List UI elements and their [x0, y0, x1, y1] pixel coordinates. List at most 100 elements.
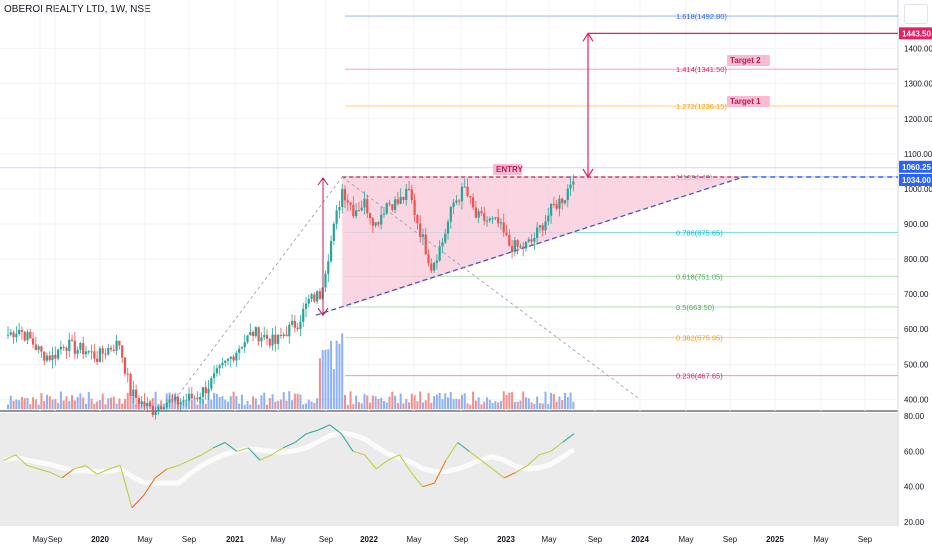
volume-bar — [263, 392, 266, 409]
volume-bar — [494, 401, 497, 409]
rsi-line-segment — [422, 482, 435, 488]
settings-button[interactable] — [904, 4, 928, 24]
candle-body — [187, 393, 191, 401]
volume-bar — [444, 393, 447, 409]
candle-body — [483, 213, 486, 221]
volume-bar — [391, 391, 394, 409]
candle-body — [355, 210, 358, 217]
y-tick-label: 400.00 — [904, 395, 929, 404]
fib-label: 1.414(1341.50) — [676, 65, 727, 74]
fib-trend-line — [174, 176, 343, 400]
volume-bar — [73, 400, 76, 409]
price-tag-label: 1060.25 — [902, 163, 931, 172]
volume-bar — [271, 394, 274, 409]
volume-bar — [135, 404, 138, 409]
candle-body — [357, 210, 361, 212]
volume-bar — [282, 392, 285, 409]
fib-label: 0.786(875.65) — [676, 229, 723, 238]
x-tick-label: Sep — [858, 535, 873, 544]
candle-body — [536, 227, 539, 238]
rsi-line-segment — [166, 464, 179, 470]
rsi-line-segment — [213, 442, 226, 449]
candle-body — [485, 220, 489, 222]
candle-body — [519, 246, 522, 248]
candle-body — [433, 262, 436, 271]
candle-body — [382, 213, 386, 215]
candle-body — [394, 199, 397, 210]
candle-body — [265, 335, 269, 339]
rsi-line-segment — [340, 433, 354, 452]
volume-bar — [519, 400, 522, 409]
candle-body — [240, 347, 244, 349]
candle-body — [174, 396, 177, 401]
y-tick-label: 1400.00 — [904, 45, 932, 54]
candle-body — [368, 213, 372, 219]
rsi-line-segment — [73, 464, 86, 470]
candle-body — [54, 354, 57, 359]
volume-bar — [508, 392, 511, 409]
volume-bar — [460, 394, 463, 409]
candle-body — [226, 358, 230, 361]
triangle-fill — [342, 177, 744, 309]
rsi-line-segment — [445, 442, 459, 461]
volume-bar — [380, 397, 383, 409]
candle-body — [238, 348, 241, 353]
price-tag-bg — [899, 174, 932, 186]
candle-body — [249, 332, 252, 336]
support-line — [315, 176, 744, 316]
volume-bar — [408, 402, 411, 409]
volume-bar — [499, 401, 502, 409]
candle-body — [435, 260, 438, 263]
candle-body — [235, 352, 238, 361]
rsi-line-segment — [143, 477, 156, 496]
y-tick-label: 900.00 — [904, 220, 929, 229]
candle-body — [396, 199, 399, 204]
x-tick-label: Sep — [319, 535, 334, 544]
volume-bar — [511, 392, 514, 409]
candle-body — [59, 346, 63, 350]
candle-body — [151, 406, 154, 416]
volume-bar — [126, 392, 129, 409]
rsi-line-segment — [399, 454, 412, 473]
volume-bar — [224, 399, 227, 409]
rsi-tick-label: 80.00 — [904, 412, 925, 421]
candle-body — [413, 200, 416, 215]
volume-bar — [369, 402, 372, 409]
candle-body — [257, 327, 260, 342]
volume-bar — [324, 349, 327, 409]
candle-body — [171, 399, 174, 401]
volume-bar — [62, 400, 65, 409]
rsi-line-segment — [352, 450, 365, 456]
candle-body — [549, 203, 553, 216]
volume-bar — [221, 396, 224, 409]
volume-bar — [32, 397, 35, 409]
rsi-line-segment — [364, 454, 377, 470]
volume-bar — [243, 404, 246, 409]
chart-title: OBEROI REALTY LTD, 1W, NSE — [4, 4, 151, 15]
volume-bar — [307, 399, 310, 409]
candle-body — [9, 332, 12, 335]
rsi-line-segment — [387, 454, 400, 461]
rsi-line-segment — [259, 454, 272, 461]
candle-body — [62, 346, 65, 348]
rsi-line-segment — [410, 472, 424, 487]
candle-body — [212, 373, 216, 379]
target2-label-bg — [727, 55, 770, 66]
candle-body — [480, 211, 483, 214]
volume-bar — [23, 398, 26, 409]
candle-body — [324, 273, 327, 288]
volume-bar — [410, 393, 413, 409]
price-tag-bg — [899, 27, 932, 40]
candle-body — [572, 181, 575, 185]
candle-body — [441, 242, 444, 247]
candle-body — [148, 402, 152, 407]
candle-body — [346, 200, 349, 203]
volume-bar — [541, 403, 544, 409]
axes: 400.00 500.00 600.00 700.00 800.00 900.00 1000… — [32, 45, 932, 544]
candle-body — [360, 207, 363, 211]
candle-body — [488, 218, 491, 221]
volume-bar — [552, 393, 555, 409]
volume-bar — [558, 396, 561, 409]
candle-body — [327, 261, 330, 274]
